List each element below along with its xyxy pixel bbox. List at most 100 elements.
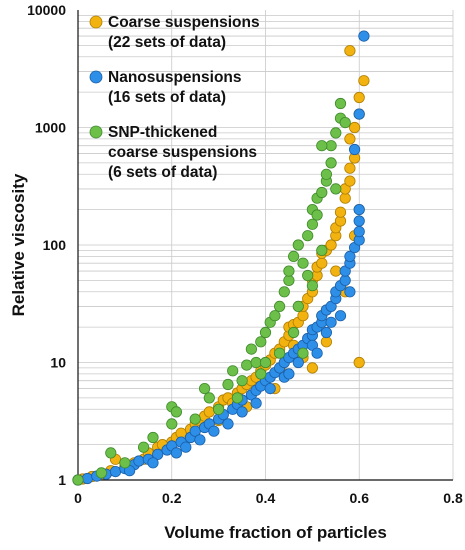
data-point xyxy=(147,457,159,469)
data-point xyxy=(180,441,192,453)
data-point xyxy=(189,413,201,425)
data-point xyxy=(297,257,309,269)
data-point xyxy=(241,359,253,371)
data-point xyxy=(316,140,328,152)
data-point xyxy=(250,356,262,369)
data-point xyxy=(316,244,328,256)
legend-label: SNP-thickened xyxy=(108,124,217,141)
data-point xyxy=(95,467,108,479)
data-point xyxy=(353,91,365,104)
data-point xyxy=(203,392,215,404)
legend-label: (22 sets of data) xyxy=(108,34,226,51)
x-tick-label: 0 xyxy=(74,490,82,506)
data-point xyxy=(316,257,328,269)
data-point xyxy=(259,326,272,339)
data-point xyxy=(344,162,356,174)
legend-entry-2: SNP-thickened coarse suspensions (6 sets o… xyxy=(89,124,257,181)
data-point xyxy=(320,336,332,348)
data-point xyxy=(348,143,361,156)
data-point xyxy=(222,418,234,430)
legend-marker xyxy=(89,125,103,139)
legend-marker xyxy=(89,70,103,84)
data-point xyxy=(255,336,267,348)
legend-label: Coarse suspensions xyxy=(108,14,260,31)
data-point xyxy=(348,121,361,134)
data-point xyxy=(302,230,314,242)
data-point xyxy=(330,265,342,277)
legend-label: (16 sets of data) xyxy=(108,89,226,106)
data-point xyxy=(273,300,286,312)
series-2 xyxy=(72,97,351,486)
y-tick-label: 1000 xyxy=(35,120,66,136)
data-point xyxy=(353,108,365,120)
data-point xyxy=(316,186,328,199)
data-point xyxy=(353,215,365,227)
data-point xyxy=(119,457,131,469)
data-point xyxy=(353,226,365,238)
data-point xyxy=(325,316,337,328)
data-point xyxy=(213,403,225,415)
data-point xyxy=(302,269,314,282)
data-point xyxy=(297,310,309,322)
data-point xyxy=(138,441,150,453)
data-point xyxy=(278,286,290,298)
data-point xyxy=(264,382,276,395)
data-point xyxy=(353,204,365,216)
data-point xyxy=(287,250,300,262)
legend-label: coarse suspensions xyxy=(108,144,257,161)
grid xyxy=(78,10,454,480)
data-point xyxy=(255,368,267,380)
data-point xyxy=(344,133,356,145)
data-point xyxy=(358,30,370,42)
data-point xyxy=(334,206,347,218)
data-point xyxy=(72,474,84,486)
data-point xyxy=(133,455,145,467)
data-point xyxy=(358,75,370,87)
data-point xyxy=(81,472,94,485)
y-axis-title: Relative viscosity xyxy=(9,173,28,316)
data-point xyxy=(320,168,332,180)
data-point xyxy=(325,140,337,152)
data-point xyxy=(334,310,347,322)
axes xyxy=(77,10,453,481)
data-point xyxy=(292,356,304,369)
data-point xyxy=(283,368,295,380)
data-point xyxy=(344,45,356,57)
x-axis-title: Volume fraction of particles xyxy=(164,523,387,542)
x-tick-label: 0.2 xyxy=(162,490,182,506)
data-point xyxy=(292,239,304,251)
data-point xyxy=(283,265,295,277)
data-point xyxy=(339,192,351,204)
data-point xyxy=(166,418,178,430)
legend-label: (6 sets of data) xyxy=(108,164,217,181)
data-point xyxy=(269,310,281,322)
y-tick-label: 1 xyxy=(58,472,66,488)
legend: Coarse suspensions (22 sets of data) Nanos… xyxy=(89,14,260,181)
data-point xyxy=(259,356,272,369)
data-point xyxy=(194,434,206,446)
data-point xyxy=(236,406,248,418)
data-point xyxy=(152,448,164,460)
data-point xyxy=(339,117,351,129)
data-point xyxy=(250,397,262,409)
tick-labels: 0 0.2 0.4 0.6 0.8 1 10 100 1000 10000 xyxy=(27,2,463,506)
data-point xyxy=(208,425,220,437)
data-point xyxy=(199,382,211,395)
data-point xyxy=(344,250,356,262)
data-point xyxy=(227,365,239,377)
data-point xyxy=(147,431,159,444)
x-tick-label: 0.4 xyxy=(256,490,276,506)
data-point xyxy=(231,392,243,404)
x-tick-label: 0.8 xyxy=(443,490,463,506)
data-point xyxy=(105,447,117,459)
data-point xyxy=(311,347,323,359)
data-point xyxy=(306,218,318,230)
data-point xyxy=(320,326,332,339)
legend-entry-1: Nanosuspensions (16 sets of data) xyxy=(89,69,242,106)
data-point xyxy=(287,326,300,339)
data-point xyxy=(283,274,295,286)
y-tick-label: 100 xyxy=(43,237,67,253)
data-point xyxy=(222,378,234,391)
data-point xyxy=(170,406,182,418)
